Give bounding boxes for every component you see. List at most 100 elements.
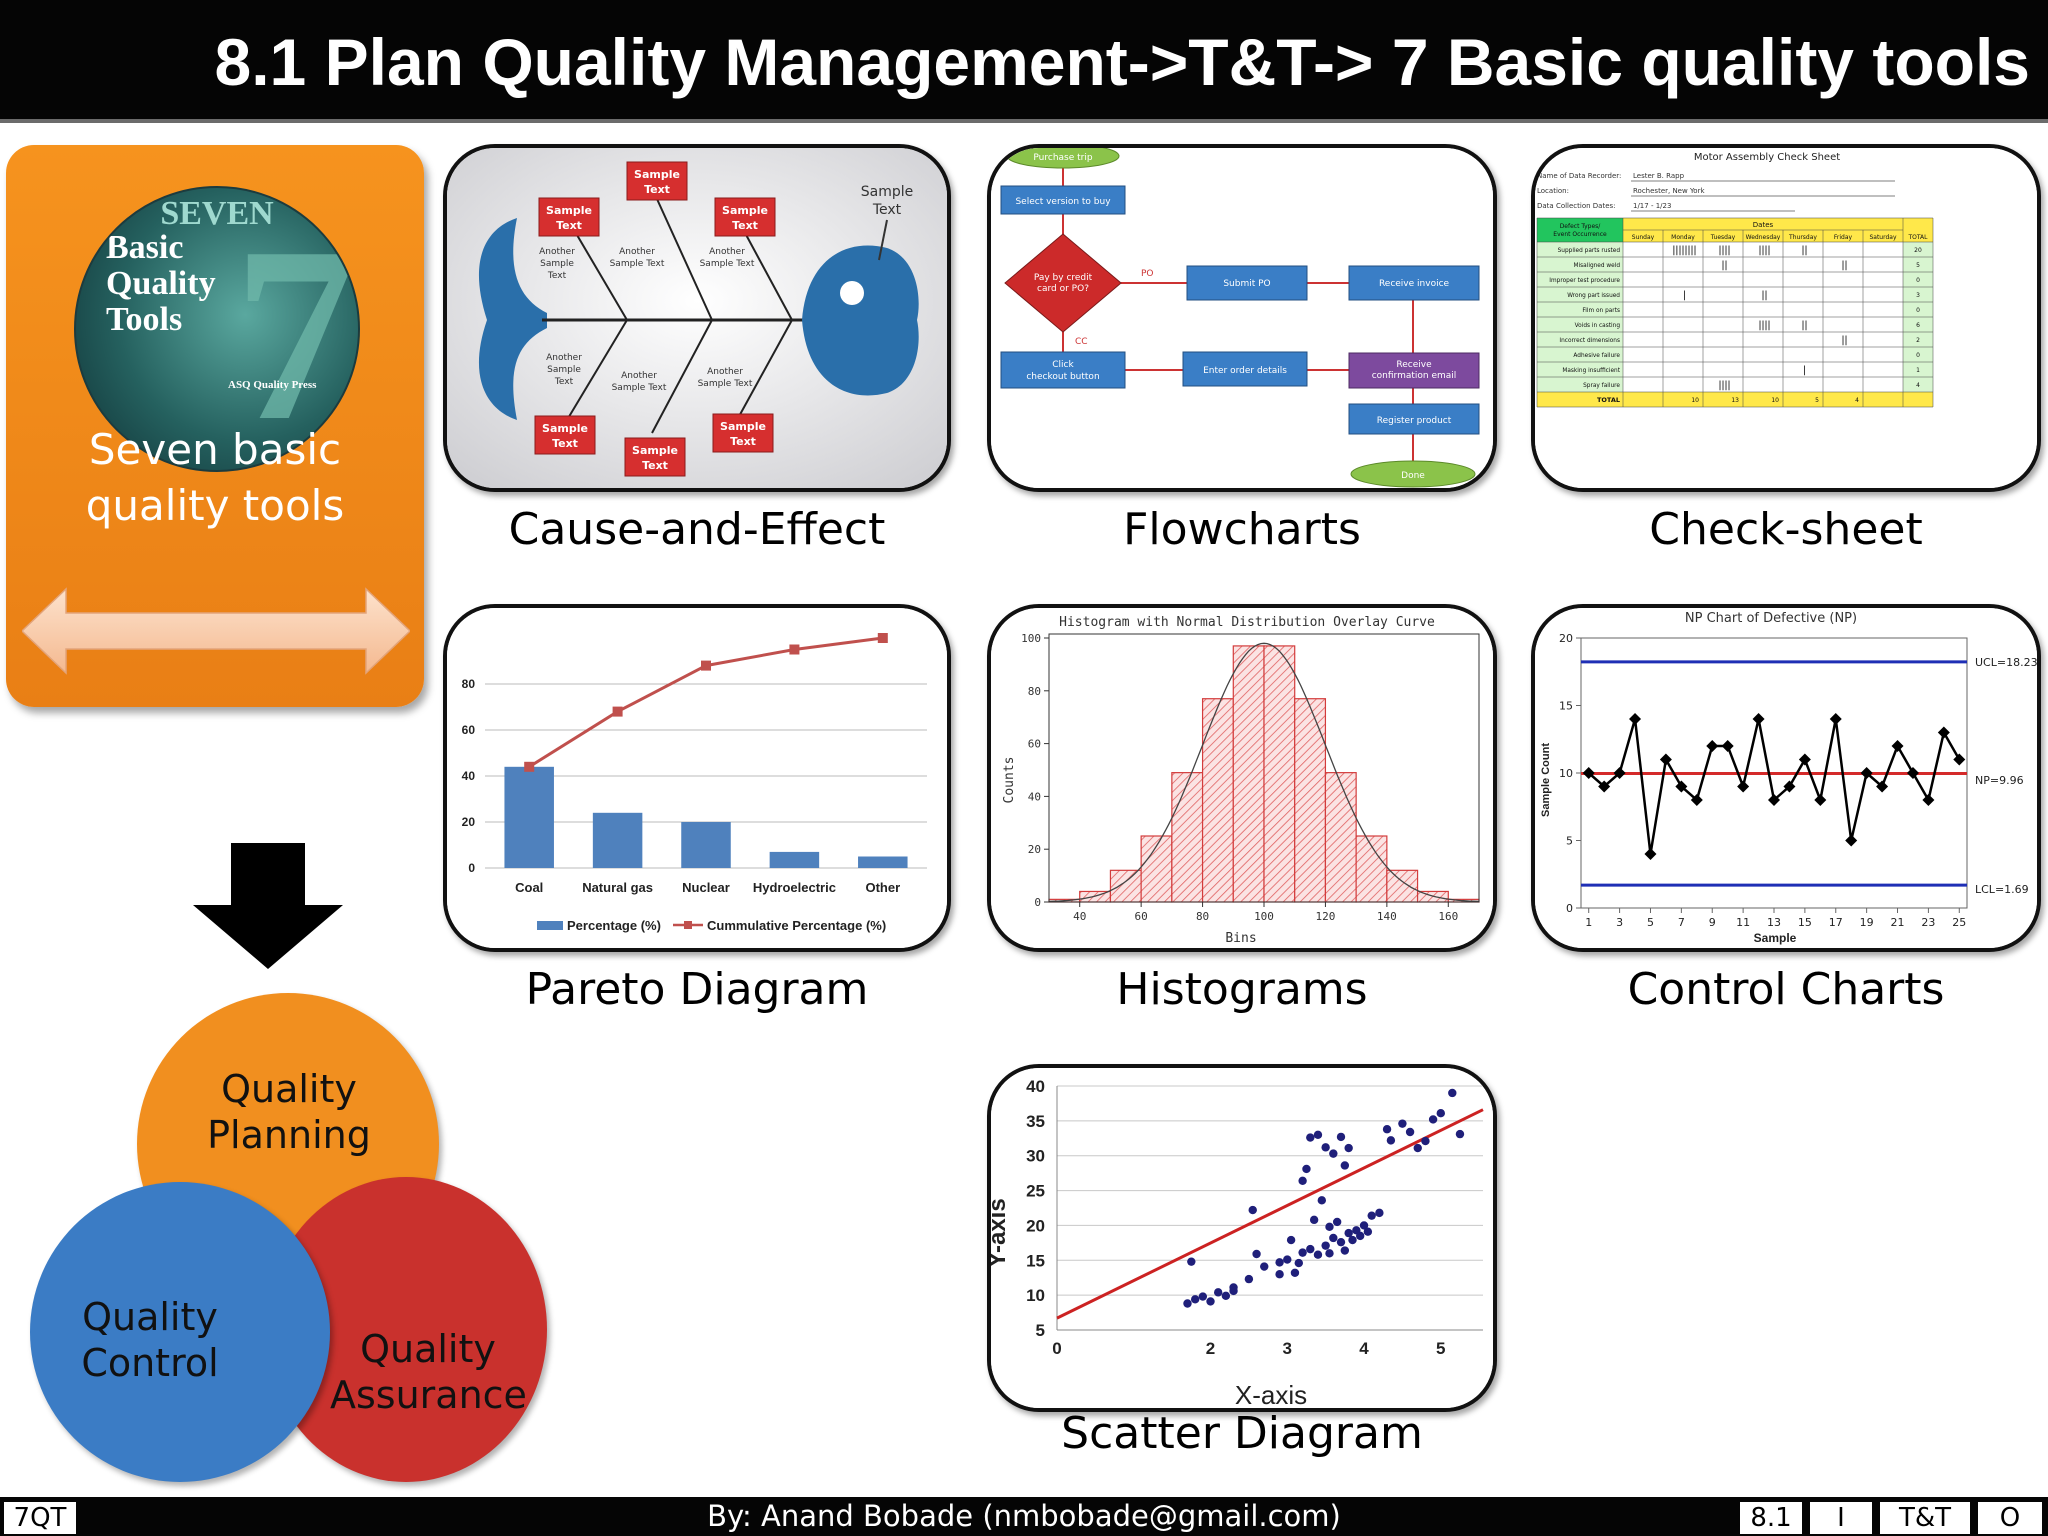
histogram-ytick: 0: [1034, 896, 1041, 909]
check-tally-mark: ||||: [1757, 245, 1770, 256]
title-bar: [0, 0, 2048, 122]
histogram-bar: [1324, 772, 1357, 903]
flow-click-line2: checkout button: [1026, 372, 1099, 382]
check-header-defect-2: Event Occurrence: [1553, 231, 1607, 238]
scatter-point: [1206, 1297, 1215, 1306]
histogram-bar: [1386, 869, 1419, 903]
control-xtick: 1: [1585, 916, 1592, 929]
scatter-ytick: 30: [1026, 1147, 1045, 1166]
check-row-total: 0: [1916, 277, 1920, 284]
scatter-point: [1340, 1161, 1350, 1170]
flow-email-line2: confirmation email: [1372, 371, 1457, 381]
control-ytick: 20: [1559, 632, 1573, 645]
check-location-label: Location:: [1537, 187, 1569, 195]
scatter-xlabel: X-axis: [1235, 1380, 1307, 1408]
check-row-label: Misaligned weld: [1574, 263, 1621, 269]
check-header-defect-cell: [1537, 218, 1623, 242]
scatter-point: [1455, 1129, 1465, 1139]
check-day-total: 13: [1731, 397, 1739, 404]
scatter-trend-line: [1056, 1108, 1484, 1320]
flow-start-label: Purchase trip: [1033, 153, 1092, 163]
check-row-label: Voids in casting: [1575, 323, 1621, 329]
control-xtick: 17: [1829, 916, 1843, 929]
scatter-ylabel: Y-axis: [991, 1198, 1011, 1267]
seven-tools-caption: Seven basic quality tools: [30, 422, 400, 534]
scatter-ytick: 35: [1026, 1112, 1045, 1131]
venn-assurance-label: Quality Assurance: [330, 1326, 527, 1418]
scatter-point: [1375, 1208, 1384, 1218]
scatter-point: [1321, 1143, 1330, 1152]
scatter-point: [1382, 1125, 1392, 1134]
check-day-header: Thursday: [1788, 234, 1817, 241]
pareto-cumulative-point: [877, 633, 888, 643]
venn-planning-line2: Planning: [207, 1113, 371, 1157]
footer-section-7qt[interactable]: 7QT: [4, 1502, 76, 1534]
book-cover-publisher: ASQ Quality Press: [228, 379, 317, 391]
fishbone-note-2b: Sample Text: [610, 259, 665, 269]
histogram-ytick: 100: [1021, 632, 1041, 645]
scatter-point: [1252, 1249, 1261, 1259]
histogram-axes: 0 20 40 60 80 100 40 60 80 100 120 140 160: [1021, 632, 1480, 923]
scatter-point: [1260, 1262, 1269, 1271]
check-tally-mark: ||: [1800, 320, 1807, 331]
footer-nav-outputs[interactable]: O: [1978, 1502, 2042, 1534]
venn-control-line1: Quality: [82, 1295, 218, 1339]
histogram-xtick: 100: [1254, 910, 1274, 923]
check-row-label: Incorrect dimensions: [1559, 338, 1620, 344]
scatter-point: [1329, 1149, 1338, 1158]
scatter-point: [1298, 1176, 1307, 1186]
scatter-ytick: 25: [1026, 1182, 1045, 1201]
check-row-total: 3: [1916, 292, 1920, 299]
fishbone-note-1c: Text: [547, 271, 567, 281]
check-day-header: Monday: [1671, 234, 1695, 241]
pareto-cumulative-point: [789, 644, 800, 655]
check-tally-mark: ||||: [1717, 245, 1730, 256]
control-xtick: 7: [1678, 916, 1685, 929]
check-day-header: Tuesday: [1710, 234, 1736, 241]
check-day-header: Saturday: [1869, 234, 1896, 241]
control-data-point: [1582, 767, 1595, 779]
flow-register-label: Register product: [1377, 416, 1452, 426]
check-sheet-thumbnail: Motor Assembly Check Sheet Name of Data …: [1531, 144, 2041, 492]
pareto-caption: Pareto Diagram: [525, 964, 869, 1015]
check-row-label: Supplied parts rusted: [1558, 248, 1621, 254]
scatter-point: [1221, 1291, 1231, 1301]
pareto-bars: [504, 766, 908, 868]
flow-decision-line1: Pay by credit: [1034, 273, 1093, 283]
scatter-xtick: 4: [1359, 1339, 1369, 1358]
fishbone-box-4-line2: Text: [552, 437, 578, 450]
control-ytick: 10: [1559, 767, 1573, 780]
footer-author: By: Anand Bobade (nmbobade@gmail.com): [707, 1499, 1341, 1533]
cause-effect-thumbnail: Sample Text Sample Text Sample Text Sample T…: [443, 144, 951, 492]
footer-nav-inputs[interactable]: I: [1810, 1502, 1872, 1534]
fishbone-box-3-line1: Sample: [722, 204, 768, 217]
scatter-point: [1213, 1288, 1223, 1297]
histogram-bar: [1109, 869, 1142, 903]
check-sheet-caption: Check-sheet: [1649, 504, 1923, 555]
footer-nav-tools-techniques[interactable]: T&T: [1880, 1502, 1970, 1534]
pareto-xtick: Hydroelectric: [753, 880, 836, 895]
histogram-xtick: 160: [1438, 910, 1458, 923]
scatter-xtick: 3: [1283, 1339, 1292, 1358]
check-day-header: Friday: [1834, 234, 1853, 241]
down-arrow-icon: [193, 843, 343, 969]
control-chart-xlabel: Sample: [1754, 931, 1797, 945]
flow-invoice-label: Receive invoice: [1379, 279, 1450, 289]
control-data-point: [1937, 726, 1950, 739]
title-divider: [0, 119, 2048, 123]
footer-nav-8-1[interactable]: 8.1: [1740, 1502, 1802, 1534]
control-ucl-label: UCL=18.23: [1975, 656, 2037, 669]
page-title: 8.1 Plan Quality Management->T&T-> 7 Bas…: [214, 25, 2030, 99]
histogram-ylabel: Counts: [1002, 757, 1017, 804]
fishbone-box-5-line2: Text: [642, 459, 668, 472]
control-ytick: 0: [1566, 902, 1573, 915]
scatter-caption: Scatter Diagram: [1061, 1408, 1423, 1459]
fishbone-box-6-line2: Text: [730, 435, 756, 448]
check-tally-mark: ||: [1760, 290, 1767, 301]
fishbone-note-4a: Another: [546, 353, 582, 363]
pareto-xtick: Natural gas: [582, 880, 653, 895]
scatter-point: [1355, 1231, 1365, 1241]
control-data-point: [1860, 767, 1873, 779]
check-row-label: Improper test procedure: [1549, 278, 1620, 284]
